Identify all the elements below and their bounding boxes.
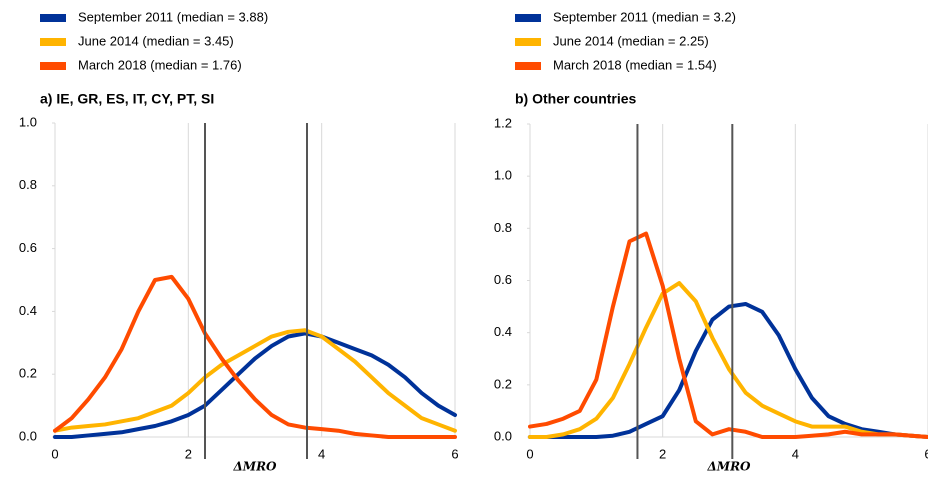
legend-label: June 2014 (median = 2.25) [553,33,709,48]
legend-swatch [515,14,541,22]
x-tick-label: 2 [185,446,192,461]
x-axis-label: ΔMRO [706,460,751,474]
y-tick-label: 0.4 [19,303,37,318]
y-tick-label: 0.4 [494,324,512,339]
y-tick-label: 0.2 [494,376,512,391]
series-line [528,281,928,439]
y-tick-label: 0.0 [494,428,512,443]
y-tick-label: 1.0 [494,168,512,183]
y-tick-label: 0.6 [19,240,37,255]
series-line [53,274,457,439]
y-tick-label: 0.6 [494,272,512,287]
y-tick-label: 1.0 [19,114,37,129]
x-tick-label: 6 [451,446,458,461]
x-tick-label: 6 [924,446,928,461]
x-tick-label: 0 [51,446,58,461]
legend-label: September 2011 (median = 3.88) [78,9,268,24]
x-tick-label: 4 [318,446,325,461]
legend-label: March 2018 (median = 1.76) [78,57,242,72]
y-tick-label: 0.8 [19,177,37,192]
series-line [528,301,928,439]
y-tick-label: 0.0 [19,428,37,443]
series-line [53,331,457,439]
x-tick-label: 0 [526,446,533,461]
series-line [528,231,928,439]
chart-title: b) Other countries [515,91,637,107]
legend-swatch [40,62,66,70]
legend-swatch [40,14,66,22]
legend-swatch [515,38,541,46]
x-tick-label: 2 [659,446,666,461]
y-tick-label: 1.2 [494,115,512,130]
y-tick-label: 0.8 [494,220,512,235]
legend-label: June 2014 (median = 3.45) [78,33,234,48]
series-line [53,328,457,433]
x-axis-label: ΔMRO [232,460,277,474]
x-tick-label: 4 [792,446,799,461]
chart-title: a) IE, GR, ES, IT, CY, PT, SI [40,91,214,107]
legend-swatch [515,62,541,70]
legend-swatch [40,38,66,46]
legend-label: March 2018 (median = 1.54) [553,57,717,72]
y-tick-label: 0.2 [19,366,37,381]
legend-label: September 2011 (median = 3.2) [553,9,736,24]
